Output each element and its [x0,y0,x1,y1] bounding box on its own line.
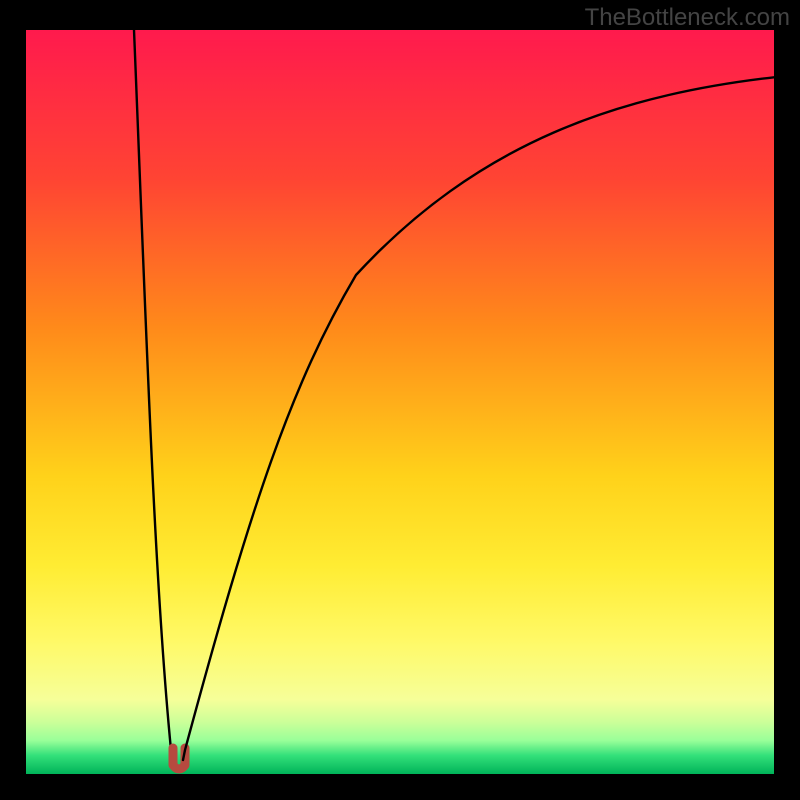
watermark-text: TheBottleneck.com [585,4,790,32]
bottleneck-curve [26,30,774,774]
curve-left-branch [134,30,175,760]
plot-area [26,30,774,774]
curve-right-branch [183,75,774,760]
chart-frame: TheBottleneck.com [0,0,800,800]
